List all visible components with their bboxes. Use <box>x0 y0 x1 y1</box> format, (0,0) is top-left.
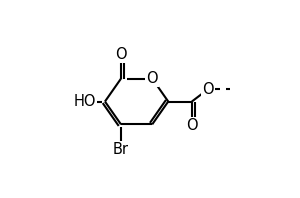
Text: O: O <box>115 47 127 62</box>
Text: O: O <box>146 71 158 86</box>
Text: HO: HO <box>73 94 96 109</box>
Text: Br: Br <box>113 142 129 157</box>
Text: O: O <box>186 118 198 133</box>
Text: O: O <box>202 82 214 97</box>
